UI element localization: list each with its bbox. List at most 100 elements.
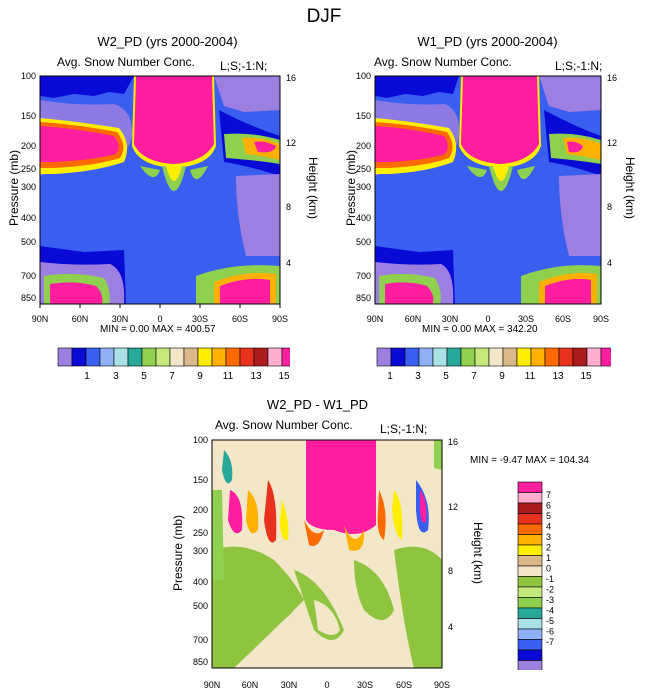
stats-text: MIN = 0.00 MAX = 400.57 — [100, 324, 216, 335]
y-tick-label: 100 — [21, 71, 36, 81]
colorbar-label: 15 — [580, 371, 592, 382]
y2-tick-label: 4 — [286, 258, 291, 268]
panel-subtitle-left: Avg. Snow Number Conc. — [57, 55, 195, 69]
y-tick-label: 100 — [356, 71, 371, 81]
colorbar-swatch — [558, 347, 574, 367]
y-tick-label: 100 — [193, 435, 208, 445]
y-tick-label: 300 — [356, 182, 371, 192]
colorbar-swatch — [418, 347, 434, 367]
x-tick-label: 30S — [192, 314, 208, 324]
y2-tick-label: 16 — [448, 437, 458, 447]
y-axis-label: Pressure (mb) — [171, 515, 185, 592]
x-tick-label: 90S — [434, 680, 450, 690]
y2-tick-label: 16 — [607, 73, 617, 83]
colorbar-swatch — [113, 347, 129, 367]
colorbar-label: 6 — [546, 501, 551, 511]
colorbar-swatch — [517, 513, 543, 525]
colorbar-label: 11 — [525, 371, 536, 382]
colorbar-swatch — [376, 347, 392, 367]
y2-tick-label: 8 — [448, 566, 453, 576]
x-tick-label: 90S — [272, 314, 288, 324]
colorbar-swatch — [517, 628, 543, 640]
colorbar-label: 5 — [443, 371, 449, 382]
colorbar-swatch — [404, 347, 420, 367]
colorbar-swatch — [517, 523, 543, 535]
y2-tick-label: 8 — [286, 202, 291, 212]
colorbar-swatch — [99, 347, 115, 367]
colorbar-swatch — [169, 347, 185, 367]
y-tick-label: 400 — [193, 577, 208, 587]
colorbar-label: 2 — [546, 543, 551, 553]
colorbar-swatch — [517, 534, 543, 546]
y-tick-label: 700 — [21, 271, 36, 281]
y-tick-label: 300 — [21, 182, 36, 192]
y-tick-label: 200 — [356, 141, 371, 151]
colorbar-swatch — [517, 544, 543, 556]
x-tick-label: 60N — [242, 680, 259, 690]
colorbar-label: 9 — [197, 371, 203, 382]
colorbar-swatch — [141, 347, 157, 367]
figure-title: DJF — [306, 6, 342, 27]
colorbar-diff: 7 6 5 4 3 2 1 0 -1 -2 -3 -4 -5 -6 -7 — [517, 481, 554, 670]
y-tick-label: 700 — [356, 271, 371, 281]
chart-w1: 90N 60N 30N 0 30S 60S 90S 100 150 200 25… — [356, 71, 617, 324]
colorbar-swatch — [57, 347, 73, 367]
y-tick-label: 500 — [356, 237, 371, 247]
colorbar-swatch — [239, 347, 255, 367]
colorbar-swatch — [127, 347, 143, 367]
colorbar-swatch — [517, 502, 543, 514]
x-tick-label: 60S — [232, 314, 248, 324]
x-tick-label: 90S — [593, 314, 609, 324]
colorbar-swatch — [211, 347, 227, 367]
colorbar-label: 1 — [387, 371, 393, 382]
x-tick-label: 0 — [485, 314, 490, 324]
panel-subtitle-left: Avg. Snow Number Conc. — [215, 418, 353, 432]
colorbar-swatch — [502, 347, 518, 367]
colorbar-label: 5 — [546, 511, 551, 521]
panel-title: W1_PD (yrs 2000-2004) — [417, 34, 558, 49]
colorbar-swatch — [432, 347, 448, 367]
x-tick-label: 60S — [555, 314, 571, 324]
y-tick-label: 250 — [21, 164, 36, 174]
colorbar-swatch — [225, 347, 241, 367]
y2-axis-label: Height (km) — [306, 156, 320, 219]
y-tick-label: 250 — [193, 528, 208, 538]
colorbar-swatch — [517, 481, 543, 493]
y-tick-label: 850 — [21, 293, 36, 303]
colorbar-swatch — [460, 347, 476, 367]
y2-tick-label: 16 — [286, 73, 296, 83]
colorbar-swatch — [488, 347, 504, 367]
x-tick-label: 30N — [281, 680, 298, 690]
colorbar-swatch — [530, 347, 546, 367]
stats-text: MIN = 0.00 MAX = 342.20 — [422, 324, 538, 335]
x-tick-label: 30S — [518, 314, 534, 324]
colorbar-label: -1 — [546, 574, 554, 584]
colorbar-swatch — [183, 347, 199, 367]
y-tick-label: 400 — [356, 213, 371, 223]
y-tick-label: 400 — [21, 213, 36, 223]
colorbar-swatch — [517, 492, 543, 504]
colorbar-label: -3 — [546, 595, 554, 605]
colorbar-label: 15 — [278, 371, 290, 382]
y-tick-label: 250 — [356, 164, 371, 174]
y-tick-label: 200 — [21, 141, 36, 151]
x-tick-label: 30S — [357, 680, 373, 690]
colorbar-label: 7 — [546, 490, 551, 500]
y-tick-label: 700 — [193, 635, 208, 645]
stats-text: MIN = -9.47 MAX = 104.34 — [470, 455, 589, 466]
x-tick-label: 90N — [32, 314, 49, 324]
colorbar-swatch — [197, 347, 213, 367]
colorbar-label: 7 — [169, 371, 175, 382]
panel-subtitle-right: L;S;-1:N; — [220, 59, 268, 73]
colorbar-label: 5 — [141, 371, 147, 382]
y2-tick-label: 12 — [448, 502, 458, 512]
panel-subtitle-right: L;S;-1:N; — [555, 59, 603, 73]
chart-w2: 90N 60N 30N 0 30S 60S 90S 100 150 200 25… — [21, 71, 296, 324]
y-tick-label: 500 — [21, 237, 36, 247]
colorbar-label: 4 — [546, 522, 551, 532]
colorbar-swatch — [517, 586, 543, 598]
colorbar-swatch — [517, 649, 543, 661]
colorbar-label: 11 — [223, 371, 234, 382]
colorbar-swatch — [517, 597, 543, 609]
y-tick-label: 150 — [356, 111, 371, 121]
